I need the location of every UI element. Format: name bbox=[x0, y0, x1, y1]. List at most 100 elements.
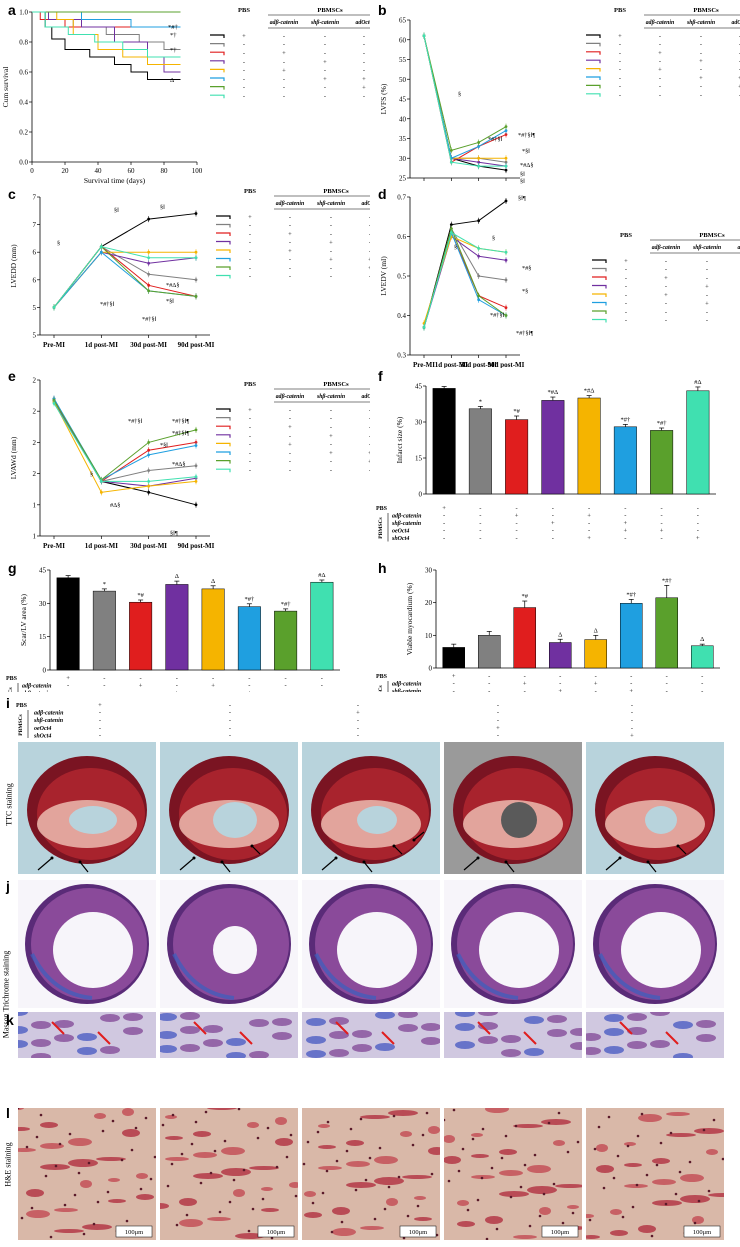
bar-5 bbox=[613, 426, 637, 495]
nucleus bbox=[149, 1177, 153, 1181]
x-tick-label: 90d post-MI bbox=[178, 542, 215, 550]
y-tick-label: 55 bbox=[399, 56, 407, 64]
tissue-cell bbox=[160, 1203, 169, 1209]
table-cell: - bbox=[552, 505, 554, 512]
tissue-cell bbox=[539, 1207, 551, 1215]
tissue-cell bbox=[444, 1156, 461, 1164]
nucleus bbox=[185, 1213, 189, 1217]
tissue-fiber bbox=[180, 1044, 200, 1052]
legend-col-3: adOct4 bbox=[731, 20, 740, 26]
legend-cell: - bbox=[249, 257, 251, 264]
arrowhead bbox=[476, 856, 480, 860]
nucleus bbox=[275, 1165, 279, 1169]
panel-label-d: d bbox=[378, 186, 387, 202]
series-line-7 bbox=[53, 403, 197, 482]
legend-cell: - bbox=[369, 407, 370, 414]
tissue-fiber bbox=[547, 1029, 567, 1037]
y-tick-label: 20 bbox=[425, 599, 433, 607]
legend-cell: - bbox=[739, 50, 740, 57]
nucleus bbox=[325, 1169, 329, 1173]
tissue-cell bbox=[261, 1208, 279, 1212]
legend-swatch-1 bbox=[592, 267, 607, 272]
table-cell: + bbox=[66, 675, 70, 682]
series-point bbox=[477, 164, 481, 168]
legend-cell: + bbox=[738, 75, 740, 82]
tissue-fiber bbox=[570, 1042, 582, 1050]
nucleus bbox=[209, 1171, 213, 1175]
table-cell: - bbox=[212, 690, 214, 692]
legend-cell: - bbox=[619, 58, 621, 65]
tissue-fiber bbox=[226, 1052, 246, 1058]
nucleus bbox=[500, 1156, 504, 1160]
bar-6 bbox=[274, 610, 298, 671]
y-tick-label: 0.0 bbox=[19, 159, 28, 167]
red-arrow bbox=[477, 1021, 491, 1035]
legend-header-pbs: PBS bbox=[244, 381, 256, 388]
nucleus bbox=[528, 1224, 532, 1228]
legend-cell: - bbox=[706, 318, 708, 325]
panel-label-b: b bbox=[378, 2, 387, 18]
tissue-cell bbox=[586, 1235, 600, 1239]
nucleus bbox=[640, 1112, 644, 1116]
fibrosis bbox=[314, 953, 377, 1000]
tissue-cell bbox=[513, 1124, 543, 1128]
series-point bbox=[99, 245, 103, 249]
red-arrow bbox=[523, 1031, 537, 1045]
tissue-cell bbox=[400, 1131, 412, 1137]
table-cell: - bbox=[248, 675, 250, 682]
nucleus bbox=[101, 1129, 105, 1133]
table-cell: - bbox=[516, 505, 518, 512]
tissue-fiber bbox=[547, 1015, 567, 1023]
series-line-1 bbox=[423, 35, 507, 163]
legend-cell: - bbox=[369, 248, 370, 255]
x-axis-label: Survival time (days) bbox=[84, 176, 146, 185]
legend-cell: - bbox=[659, 33, 661, 40]
y-tick-label: 30 bbox=[425, 567, 433, 575]
series-point bbox=[477, 254, 481, 258]
table-cell: - bbox=[176, 683, 178, 690]
legend-cell: - bbox=[665, 318, 667, 325]
table-row-label: shβ-catenin bbox=[391, 689, 422, 692]
tissue-cell bbox=[68, 1159, 98, 1167]
series-line-6 bbox=[423, 227, 507, 328]
series-point bbox=[477, 145, 481, 148]
table-cell: - bbox=[357, 725, 359, 732]
legend-cell: - bbox=[625, 284, 627, 291]
tissue-fiber bbox=[77, 1033, 97, 1041]
legend-cell: - bbox=[283, 42, 285, 49]
tissue-cell bbox=[555, 1184, 582, 1188]
arrowhead bbox=[334, 856, 338, 860]
series-point bbox=[504, 164, 508, 168]
legend-cell: - bbox=[283, 76, 285, 83]
legend-cell: + bbox=[362, 85, 366, 92]
ttc-image-2 bbox=[160, 742, 298, 874]
table-cell: - bbox=[443, 535, 445, 542]
arrow bbox=[321, 857, 337, 871]
bar-0 bbox=[56, 577, 80, 671]
arrowhead bbox=[676, 844, 680, 848]
arrow bbox=[605, 857, 621, 871]
fibrosis bbox=[30, 953, 93, 1000]
series-point bbox=[477, 298, 481, 302]
nucleus bbox=[597, 1125, 601, 1129]
x-tick-label: 30d post-MI bbox=[460, 361, 497, 368]
nucleus bbox=[316, 1130, 320, 1134]
tissue-fiber bbox=[455, 1041, 475, 1049]
tissue-fiber bbox=[455, 1012, 475, 1017]
y-tick-label: 40 bbox=[399, 115, 407, 123]
legend-cell: - bbox=[706, 267, 708, 274]
table-cell: + bbox=[624, 520, 628, 527]
tissue-cell bbox=[261, 1187, 273, 1191]
nucleus bbox=[693, 1221, 697, 1225]
legend-cell: - bbox=[700, 92, 702, 99]
nucleus bbox=[134, 1126, 138, 1130]
nucleus bbox=[49, 1235, 53, 1239]
legend-swatch-7 bbox=[592, 318, 607, 323]
annotation: *#§ bbox=[522, 265, 531, 272]
nucleus bbox=[232, 1178, 236, 1182]
tissue-cell bbox=[360, 1226, 384, 1230]
legend-cell: + bbox=[282, 50, 286, 57]
tissue-cell bbox=[318, 1166, 342, 1170]
tissue-cell bbox=[586, 1214, 594, 1218]
table-cell: - bbox=[488, 673, 490, 680]
